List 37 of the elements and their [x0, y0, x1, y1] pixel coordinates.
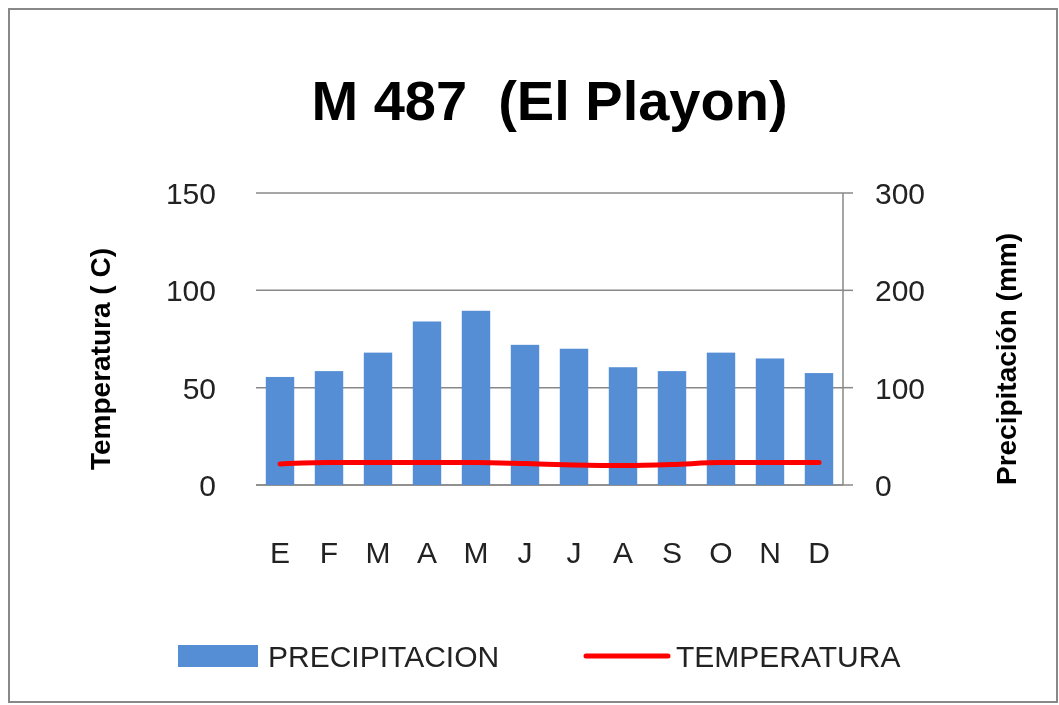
y-axis-title: Temperatura ( C) — [85, 248, 116, 470]
x-tick-label: S — [661, 536, 682, 569]
y2-tick-label: 0 — [875, 469, 892, 502]
chart-title: M 487 (El Playon) — [311, 69, 788, 132]
y2-tick-label: 300 — [875, 177, 926, 210]
x-tick-label: E — [270, 536, 291, 569]
bar — [657, 371, 687, 485]
bar — [412, 321, 442, 485]
legend-label: PRECIPITACION — [268, 640, 500, 673]
x-tick-label: O — [709, 536, 733, 569]
y-tick-label: 0 — [199, 469, 216, 502]
x-tick-label: J — [566, 536, 582, 569]
bar — [510, 344, 540, 485]
bar — [559, 348, 589, 485]
y-tick-label: 50 — [182, 371, 216, 405]
y2-axis-title: Precipitación (mm) — [991, 232, 1022, 486]
x-tick-label: A — [417, 536, 438, 569]
bar — [461, 310, 491, 485]
bar — [363, 352, 393, 485]
x-tick-label: N — [759, 536, 781, 569]
y2-tick-label: 200 — [875, 274, 926, 308]
x-tick-label: F — [319, 536, 339, 569]
bar — [314, 371, 344, 485]
legend-label: TEMPERATURA — [676, 640, 901, 673]
y2-tick-label: 100 — [875, 371, 926, 405]
x-tick-label: J — [517, 536, 533, 569]
bar — [804, 373, 834, 485]
x-tick-label: M — [365, 536, 391, 569]
y-tick-label: 150 — [165, 177, 216, 210]
x-tick-label: D — [808, 536, 830, 569]
bar — [608, 367, 638, 485]
bar — [706, 352, 736, 485]
x-tick-label: M — [463, 536, 489, 569]
bar — [755, 358, 785, 485]
bar — [265, 376, 295, 485]
y-tick-label: 100 — [165, 274, 216, 308]
x-tick-label: A — [612, 536, 634, 569]
